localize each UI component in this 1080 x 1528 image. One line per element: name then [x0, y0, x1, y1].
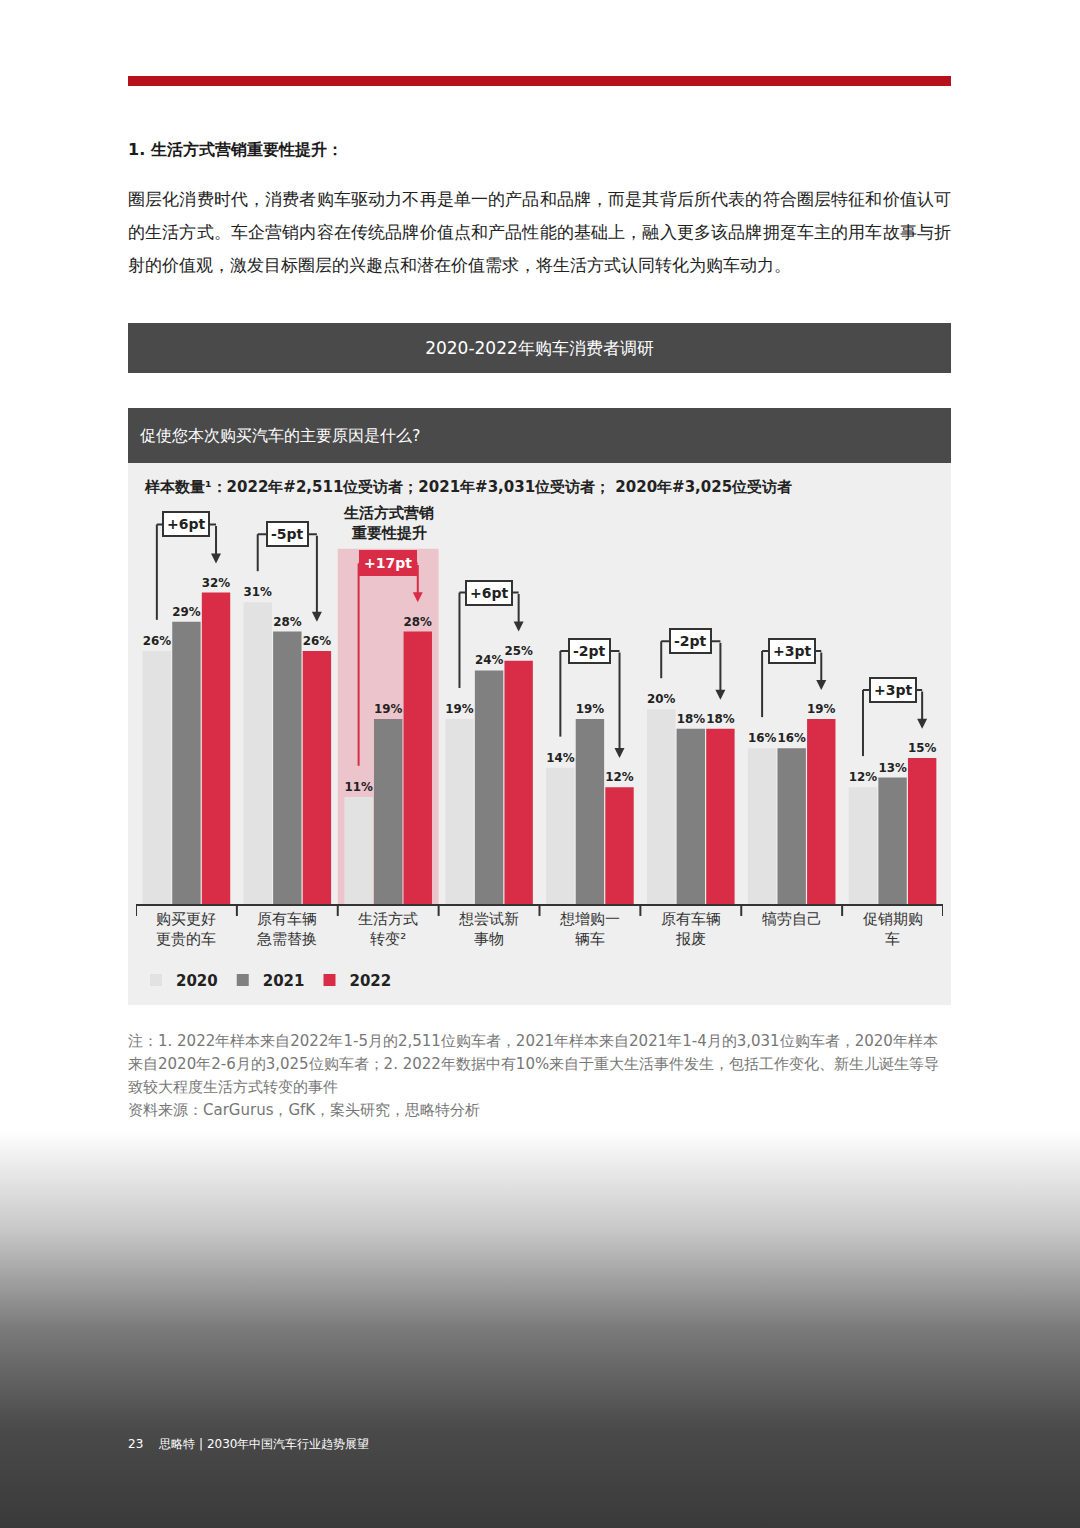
svg-text:29%: 29% — [172, 605, 201, 619]
svg-text:14%: 14% — [546, 751, 575, 765]
svg-text:想尝试新事物: 想尝试新事物 — [458, 910, 519, 948]
svg-text:24%: 24% — [475, 653, 504, 667]
svg-text:想增购一辆车: 想增购一辆车 — [559, 910, 620, 948]
svg-text:25%: 25% — [504, 644, 533, 658]
svg-text:26%: 26% — [303, 634, 332, 648]
svg-text:+3pt: +3pt — [773, 643, 811, 659]
svg-text:生活方式转变²: 生活方式转变² — [358, 910, 418, 948]
svg-text:18%: 18% — [677, 712, 706, 726]
html-text:资料来源：CarGurus，GfK，案头研究，思略特分析: 资料来源：CarGurus，GfK，案头研究，思略特分析 — [128, 1101, 481, 1119]
svg-text:15%: 15% — [908, 741, 937, 755]
svg-text:促销期购车: 促销期购车 — [863, 910, 923, 948]
html-text:圈层化消费时代，消费者购车驱动力不再是单一的产品和品牌，而是: 圈层化消费时代，消费者购车驱动力不再是单一的产品和品牌，而是其背后所代表的符合圈… — [128, 189, 951, 275]
svg-text:19%: 19% — [807, 702, 836, 716]
svg-text:+17pt: +17pt — [364, 555, 412, 571]
svg-text:16%: 16% — [777, 731, 806, 745]
svg-text:20%: 20% — [647, 692, 676, 706]
html-text:23: 23 — [128, 1437, 144, 1451]
html-text:1. 生活方式营销重要性提升：: 1. 生活方式营销重要性提升： — [128, 140, 343, 159]
svg-text:19%: 19% — [445, 702, 474, 716]
svg-text:19%: 19% — [374, 702, 403, 716]
html-text:注：1. 2022年样本来自2022年1-5月的2,511位: 注：1. 2022年样本来自2022年1-5月的2,511位购车者，2021年样… — [128, 1032, 940, 1096]
svg-text:+6pt: +6pt — [470, 585, 508, 601]
html-text:2020-2022年购车消费者调研: 2020-2022年购车消费者调研 — [425, 338, 654, 358]
svg-text:12%: 12% — [849, 770, 878, 784]
html-text:样本数量¹：2022年#2,511位受访者；2021年#3,: 样本数量¹：2022年#2,511位受访者；2021年#3,031位受访者； 2… — [145, 478, 793, 496]
svg-text:犒劳自己: 犒劳自己 — [762, 910, 822, 928]
svg-text:19%: 19% — [576, 702, 605, 716]
svg-text:生活方式营销重要性提升: 生活方式营销重要性提升 — [343, 504, 434, 542]
svg-text:2022: 2022 — [350, 972, 392, 990]
svg-text:26%: 26% — [143, 634, 172, 648]
svg-text:原有车辆急需替换: 原有车辆急需替换 — [256, 910, 317, 948]
svg-text:-5pt: -5pt — [271, 526, 304, 542]
svg-text:31%: 31% — [244, 585, 273, 599]
svg-text:2020: 2020 — [176, 972, 218, 990]
svg-text:28%: 28% — [273, 615, 302, 629]
svg-text:28%: 28% — [404, 615, 433, 629]
svg-text:12%: 12% — [605, 770, 634, 784]
svg-text:+6pt: +6pt — [167, 516, 205, 532]
svg-text:购买更好更贵的车: 购买更好更贵的车 — [156, 910, 216, 948]
html-text:思略特 | 2030年中国汽车行业趋势展望: 思略特 | 2030年中国汽车行业趋势展望 — [159, 1437, 370, 1451]
svg-text:+3pt: +3pt — [874, 682, 912, 698]
svg-text:13%: 13% — [878, 761, 907, 775]
svg-text:11%: 11% — [344, 780, 373, 794]
svg-text:16%: 16% — [748, 731, 777, 745]
html-text:促使您本次购买汽车的主要原因是什么?: 促使您本次购买汽车的主要原因是什么? — [140, 426, 421, 445]
svg-text:32%: 32% — [202, 576, 231, 590]
svg-text:原有车辆报废: 原有车辆报废 — [661, 910, 721, 948]
svg-text:-2pt: -2pt — [573, 643, 606, 659]
svg-text:18%: 18% — [706, 712, 735, 726]
svg-text:2021: 2021 — [263, 972, 305, 990]
svg-text:-2pt: -2pt — [674, 633, 707, 649]
